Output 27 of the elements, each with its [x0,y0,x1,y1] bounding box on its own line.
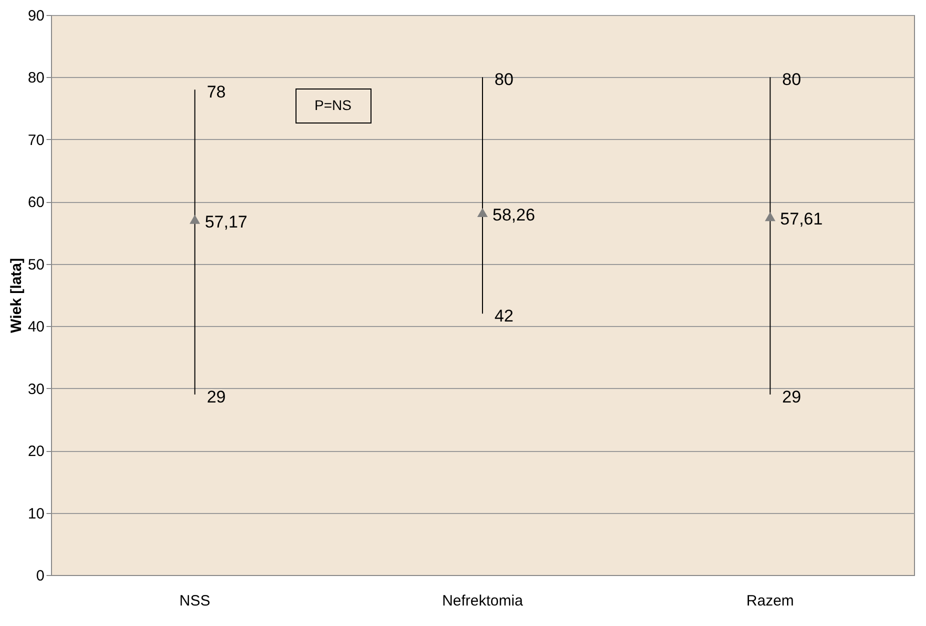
data-label: 58,26 [492,205,536,224]
y-tick-label: 80 [28,70,44,87]
y-tick-label: 70 [28,132,44,149]
point [477,208,488,218]
annotation: P=NS [314,97,352,113]
x-tick-label: Razem [746,592,794,610]
annotation: 29 [206,388,226,407]
data-label: 57,17 [204,212,248,232]
y-tick-label: 40 [28,318,44,336]
y-tick-label: 10 [28,505,44,522]
x-tick-label: NSS [179,592,210,610]
annotation: 42 [494,306,514,326]
y-axis-title: Wiek [lata] [8,258,25,333]
y-tick-label: 20 [28,443,44,460]
annotation: 80 [782,70,802,90]
y-tick-label: 0 [36,568,44,584]
x-tick-label: Nefrektomia [442,592,524,610]
annotation: 78 [206,82,226,102]
point [190,214,200,224]
point [764,212,776,222]
annotation: 29 [782,388,802,407]
y-tick-label: 90 [28,8,44,24]
data-label: 57,61 [780,210,823,229]
annotation: 80 [494,70,514,90]
y-tick-label: 50 [28,256,44,274]
y-tick-label: 30 [28,380,44,398]
y-tick-label: 60 [28,194,44,212]
